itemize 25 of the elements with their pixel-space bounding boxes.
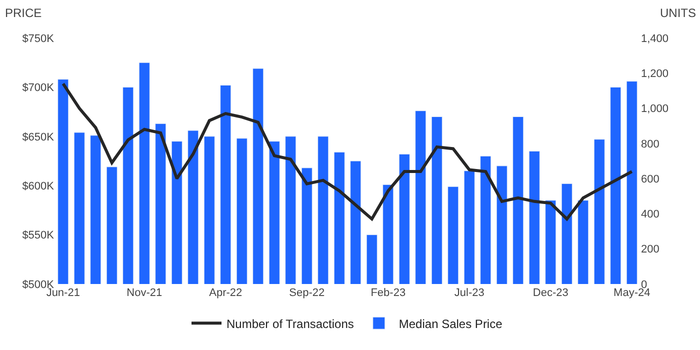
y2-tick-label: 1,200 <box>641 68 669 80</box>
x-tick-label: Apr-22 <box>209 287 242 299</box>
y-tick-label: $550K <box>22 230 55 242</box>
y2-tick-label: 1,400 <box>641 32 669 45</box>
x-tick-label: Sep-22 <box>289 287 325 299</box>
y-tick-label: $650K <box>22 131 55 144</box>
x-tick-label: Jul-23 <box>454 287 484 299</box>
y2-tick-label: 400 <box>641 208 660 221</box>
x-tick-label: Dec-23 <box>532 287 568 299</box>
y2-tick-label: 200 <box>641 244 660 256</box>
y-tick-label: $600K <box>22 180 55 192</box>
y2-tick-label: 1,000 <box>641 103 669 116</box>
line-series <box>62 82 634 220</box>
y-axis-title: PRICE <box>5 6 42 20</box>
y2-tick-label: 800 <box>641 138 660 150</box>
x-tick-label: Feb-23 <box>370 287 406 299</box>
y2-tick-label: 600 <box>641 173 660 186</box>
x-tick-label: May-24 <box>614 287 650 299</box>
y2-axis-title: UNITS <box>660 6 696 20</box>
legend-label: Median Sales Price <box>398 316 503 331</box>
x-tick-label: Jun-21 <box>46 287 80 299</box>
y-tick-label: $750K <box>22 32 55 45</box>
y-tick-label: $700K <box>22 82 55 94</box>
legend-label: Number of Transactions <box>226 316 354 331</box>
x-tick-label: Nov-21 <box>126 287 162 299</box>
